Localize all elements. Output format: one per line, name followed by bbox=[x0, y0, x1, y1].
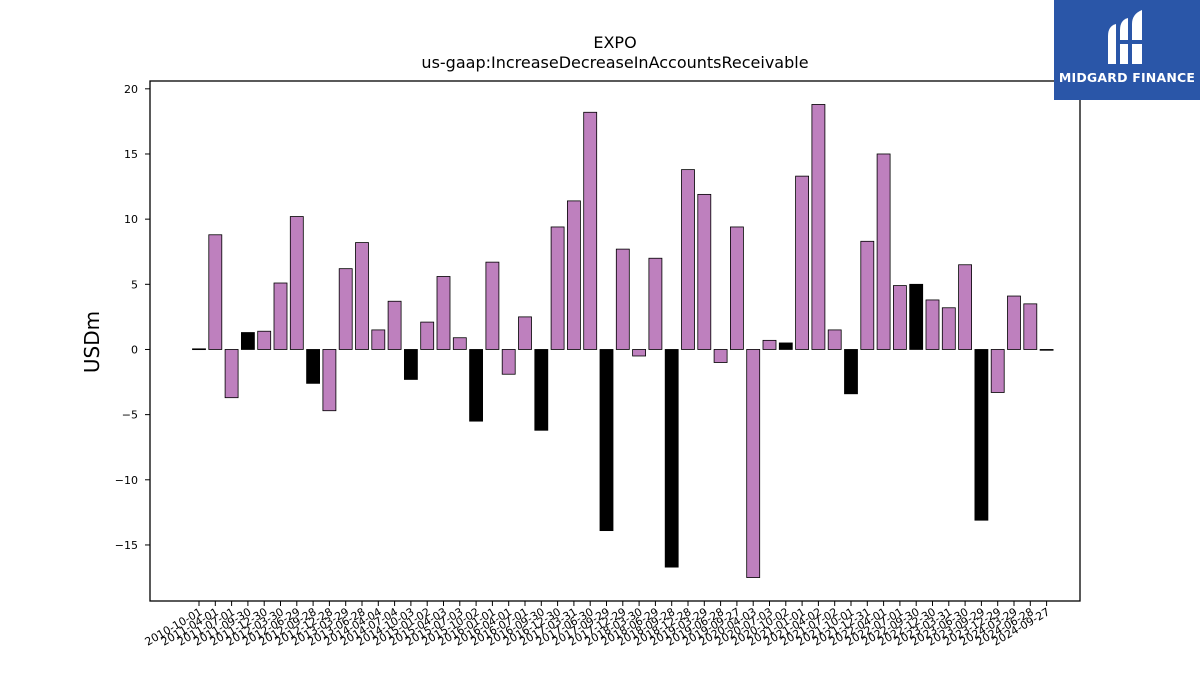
bar-2018-06-29 bbox=[648, 257, 663, 350]
bar-2017-09-29 bbox=[599, 349, 614, 532]
bar-2012-03-30 bbox=[273, 282, 288, 350]
y-tick-label: −10 bbox=[115, 474, 138, 487]
bar-2014-10-03 bbox=[403, 349, 418, 380]
bar-2021-10-01 bbox=[844, 349, 858, 395]
bar-2017-12-29 bbox=[615, 248, 630, 350]
bar-2016-07-01 bbox=[518, 316, 532, 350]
plot-frame bbox=[149, 80, 1081, 602]
bar-2024-03-29 bbox=[1007, 295, 1021, 350]
bar-2018-03-30 bbox=[632, 349, 646, 357]
bar-2011-07-01 bbox=[224, 349, 239, 399]
bar-2023-06-30 bbox=[958, 264, 972, 350]
bar-2012-12-28 bbox=[322, 349, 337, 412]
bar-2017-06-30 bbox=[583, 111, 598, 350]
bar-2019-03-29 bbox=[697, 193, 712, 350]
bar-2024-09-27 bbox=[1039, 349, 1054, 351]
bar-2023-09-29 bbox=[974, 349, 989, 521]
y-tick-label: 5 bbox=[131, 278, 138, 291]
chart-title: EXPO bbox=[593, 33, 636, 52]
bar-2015-04-03 bbox=[436, 276, 451, 350]
bar-2011-12-30 bbox=[257, 330, 272, 350]
bar-2023-12-29 bbox=[990, 349, 1005, 393]
bar-2021-12-31 bbox=[860, 240, 875, 350]
bar-2021-07-02 bbox=[827, 329, 842, 350]
bars-group bbox=[192, 104, 1054, 578]
x-ticks-group: 2010-10-012011-04-012011-07-012011-09-30… bbox=[143, 601, 1052, 649]
bar-2016-12-30 bbox=[550, 226, 565, 350]
y-tick-label: 0 bbox=[131, 343, 138, 356]
bar-2020-10-02 bbox=[778, 342, 793, 350]
bar-2019-06-28 bbox=[713, 349, 728, 363]
bar-2012-09-28 bbox=[306, 349, 321, 384]
bar-2015-07-03 bbox=[452, 337, 467, 350]
bar-2010-10-01 bbox=[192, 348, 206, 351]
y-tick-label: 10 bbox=[124, 213, 138, 226]
bar-2017-03-31 bbox=[567, 200, 581, 350]
bar-2023-03-31 bbox=[941, 307, 956, 350]
bar-2016-09-30 bbox=[534, 349, 549, 431]
bar-2011-04-01 bbox=[208, 234, 223, 350]
midgard-m-logo-icon bbox=[1108, 10, 1142, 64]
logo-text: MIDGARD FINANCE bbox=[1058, 70, 1196, 85]
bar-2015-10-02 bbox=[469, 349, 484, 422]
bar-2013-03-29 bbox=[338, 268, 353, 350]
bar-2021-04-02 bbox=[811, 104, 826, 350]
bar-2014-04-04 bbox=[371, 329, 386, 350]
bar-2016-04-01 bbox=[501, 349, 516, 375]
y-axis-label: USDm bbox=[80, 311, 104, 373]
y-tick-label: 15 bbox=[124, 148, 138, 161]
bar-2018-12-28 bbox=[681, 169, 695, 350]
bar-2022-12-30 bbox=[925, 299, 940, 350]
bar-2011-09-30 bbox=[240, 332, 255, 350]
bar-2022-09-30 bbox=[909, 283, 924, 350]
midgard-finance-logo: MIDGARD FINANCE bbox=[1054, 0, 1200, 100]
bar-2012-06-29 bbox=[289, 216, 304, 350]
bar-2018-09-28 bbox=[664, 349, 679, 568]
bar-2024-06-28 bbox=[1023, 303, 1038, 350]
bar-2013-06-28 bbox=[355, 242, 369, 350]
y-tick-label: 20 bbox=[124, 83, 138, 96]
bar-2019-09-27 bbox=[730, 226, 744, 350]
bar-2016-01-01 bbox=[485, 261, 500, 350]
y-tick-label: −5 bbox=[122, 409, 138, 422]
bar-2020-07-03 bbox=[762, 339, 777, 350]
bar-2021-01-01 bbox=[795, 175, 809, 350]
bar-2022-07-01 bbox=[893, 285, 907, 350]
y-ticks-group: −15 −10 −5 0 5 10 15 20 bbox=[115, 83, 150, 552]
y-tick-label: −15 bbox=[115, 539, 138, 552]
chart-subtitle: us-gaap:IncreaseDecreaseInAccountsReceiv… bbox=[421, 53, 808, 72]
bar-2020-04-03 bbox=[746, 349, 761, 578]
bar-2014-07-04 bbox=[387, 300, 402, 350]
bar-2015-01-02 bbox=[420, 321, 435, 350]
bar-2022-04-01 bbox=[876, 153, 891, 350]
